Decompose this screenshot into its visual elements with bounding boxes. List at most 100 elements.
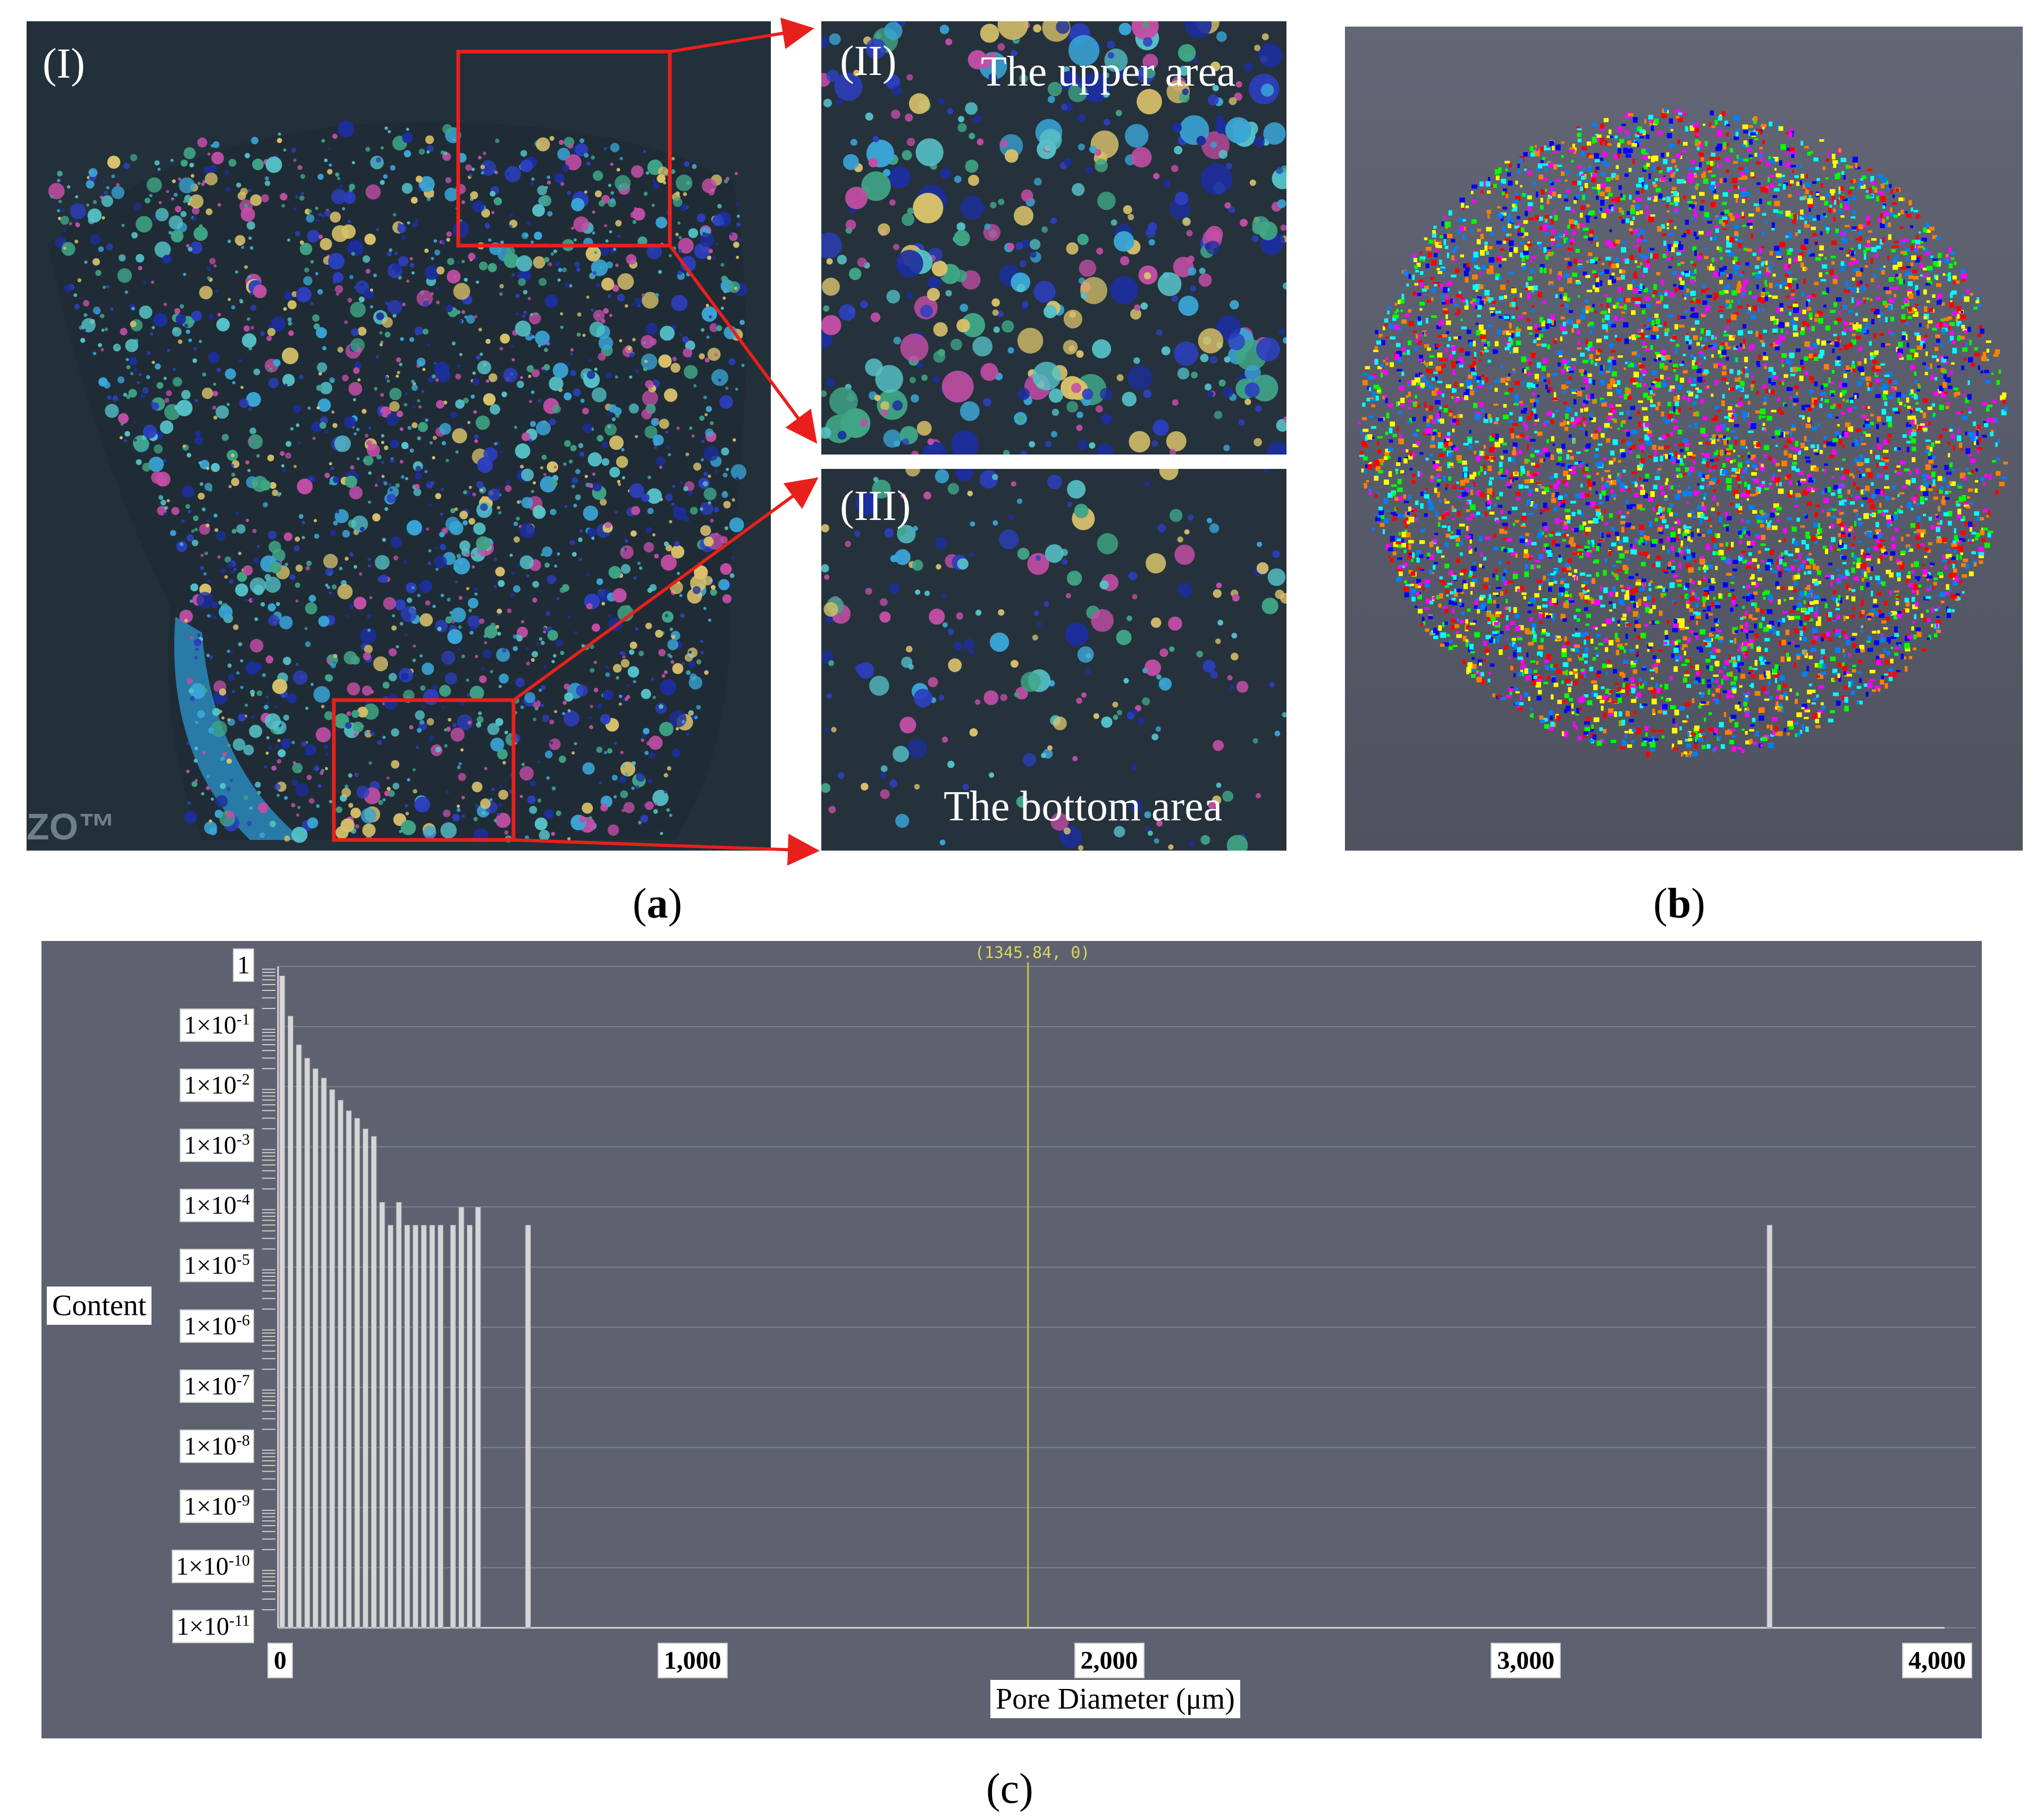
- pore-blob: [295, 536, 300, 542]
- pore-blob: [489, 373, 498, 382]
- pore-blob: [1045, 441, 1052, 448]
- pore-blob: [700, 651, 704, 654]
- pore-blob: [939, 839, 946, 845]
- pore-blob: [329, 591, 332, 595]
- pore-blob: [455, 580, 458, 584]
- slice-pore: [1671, 247, 1675, 253]
- pore-blob: [121, 223, 125, 227]
- pore-blob: [983, 690, 999, 705]
- pore-blob: [473, 522, 486, 535]
- pore-blob: [342, 374, 349, 382]
- slice-pore: [1520, 669, 1524, 672]
- pore-blob: [738, 238, 742, 242]
- pore-blob: [293, 465, 297, 468]
- pore-blob: [477, 457, 493, 473]
- pore-blob: [1000, 694, 1007, 701]
- pore-blob: [384, 331, 391, 338]
- slice-pore: [1401, 539, 1404, 544]
- slice-pore: [1521, 263, 1526, 267]
- slice-pore: [1408, 455, 1413, 460]
- pore-blob: [618, 702, 622, 706]
- pore-blob: [630, 211, 637, 218]
- pore-blob: [200, 684, 204, 688]
- slice-pore: [1802, 415, 1805, 420]
- pore-blob: [615, 220, 622, 226]
- pore-blob: [480, 503, 488, 511]
- pore-blob: [641, 738, 645, 742]
- slice-pore: [1646, 259, 1650, 265]
- pore-blob: [1089, 145, 1097, 154]
- pore-blob: [369, 730, 374, 734]
- pore-blob: [592, 271, 597, 275]
- pore-blob: [521, 762, 525, 767]
- pore-blob: [642, 390, 658, 406]
- pore-blob: [714, 469, 718, 473]
- pore-blob: [1174, 146, 1183, 155]
- pore-blob: [665, 493, 673, 501]
- pore-blob: [401, 442, 409, 449]
- pore-blob: [282, 347, 299, 365]
- pore-blob: [439, 685, 451, 697]
- slice-pore: [1748, 666, 1752, 670]
- pore-blob: [394, 251, 398, 255]
- pore-blob: [341, 787, 351, 797]
- slice-pore: [1433, 429, 1437, 433]
- pore-blob: [226, 810, 234, 819]
- pore-blob: [187, 534, 194, 542]
- pore-blob: [658, 270, 662, 274]
- pore-blob: [350, 808, 361, 819]
- pore-blob: [217, 313, 221, 316]
- pore-blob: [211, 152, 224, 165]
- pore-blob: [386, 251, 392, 257]
- pore-blob: [363, 652, 372, 660]
- slice-pore: [1498, 378, 1501, 384]
- slice-pore: [1520, 524, 1526, 527]
- pore-blob: [536, 137, 550, 152]
- slice-pore: [1511, 301, 1516, 307]
- pore-blob: [415, 175, 423, 183]
- pore-blob: [389, 648, 397, 657]
- pore-blob: [729, 517, 744, 533]
- slice-pore: [1807, 152, 1811, 156]
- pore-blob: [1210, 671, 1218, 679]
- slice-pore: [1954, 280, 1960, 284]
- slice-pore: [1976, 297, 1980, 302]
- pore-blob: [629, 375, 633, 379]
- slice-pore: [1777, 622, 1780, 627]
- pore-blob: [324, 711, 334, 720]
- pore-blob: [617, 293, 625, 302]
- pore-blob: [1283, 416, 1286, 423]
- slice-pore: [1699, 253, 1702, 256]
- pore-blob: [900, 493, 906, 499]
- pore-blob: [317, 289, 323, 295]
- pore-blob: [527, 297, 531, 300]
- pore-blob: [231, 690, 235, 693]
- pore-blob: [297, 478, 313, 494]
- slice-pore: [1687, 397, 1690, 402]
- pore-blob: [1072, 183, 1085, 196]
- pore-blob: [235, 270, 239, 274]
- pore-blob: [550, 741, 553, 745]
- slice-pore: [1694, 592, 1697, 599]
- slice-pore: [1835, 431, 1839, 436]
- pore-blob: [834, 72, 863, 101]
- pore-blob: [368, 564, 372, 568]
- pore-blob: [301, 741, 307, 747]
- slice-pore: [1684, 297, 1687, 300]
- pore-blob: [909, 376, 916, 383]
- pore-blob: [381, 441, 384, 444]
- pore-blob: [1244, 382, 1260, 398]
- pore-blob: [188, 247, 192, 252]
- slice-pore: [1573, 366, 1576, 370]
- pore-blob: [474, 828, 489, 843]
- slice-pore: [1574, 647, 1579, 653]
- pore-blob: [222, 752, 228, 756]
- slice-pore: [1824, 257, 1827, 260]
- slice-pore: [1540, 205, 1544, 210]
- pore-blob: [399, 301, 402, 305]
- slice-pore: [1860, 436, 1863, 441]
- pore-blob: [736, 335, 739, 339]
- slice-pore: [1627, 395, 1631, 400]
- slice-pore: [1709, 184, 1712, 189]
- pore-blob: [417, 807, 422, 812]
